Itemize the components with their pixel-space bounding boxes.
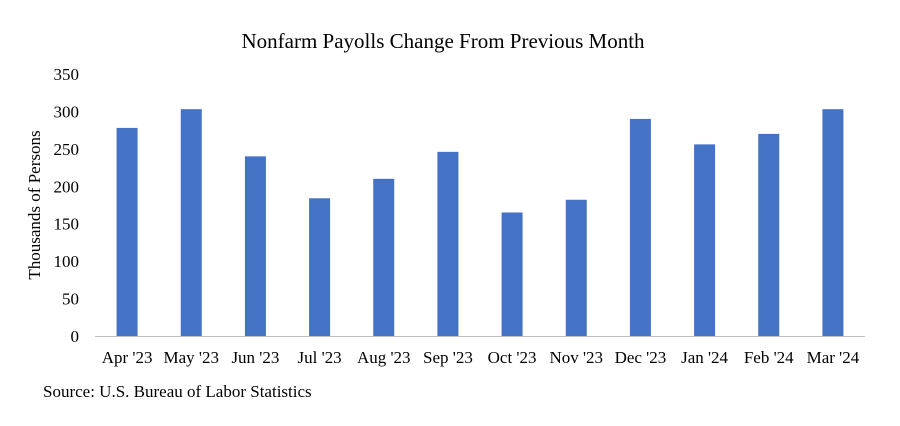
bar [309,198,331,336]
y-tick-label: 0 [71,327,80,346]
y-axis-ticks: 0 50 100 150 200 250 300 350 [54,65,80,346]
x-tick-label: Oct '23 [488,348,537,367]
x-tick-label: May '23 [164,348,219,367]
x-tick-label: Dec '23 [615,348,667,367]
bars-group [116,109,844,337]
bar [565,199,587,336]
y-tick-label: 200 [54,177,80,196]
x-tick-label: Jan '24 [681,348,728,367]
y-axis-title: Thousands of Persons [25,130,44,279]
y-tick-label: 250 [54,140,80,159]
x-tick-label: Mar '24 [807,348,860,367]
x-tick-label: Jun '23 [231,348,279,367]
x-tick-label: Sep '23 [423,348,473,367]
bar [180,109,202,336]
bar [694,144,716,336]
x-axis-ticks: Apr '23 May '23 Jun '23 Jul '23 Aug '23 Sep '… [102,348,860,367]
bar [822,109,844,336]
x-tick-label: Aug '23 [357,348,411,367]
bar [373,178,395,336]
x-tick-label: Feb '24 [744,348,794,367]
y-tick-label: 150 [54,215,80,234]
y-tick-label: 50 [62,290,79,309]
bar [116,127,138,336]
bar [758,133,780,336]
y-tick-label: 350 [54,65,80,84]
chart-title: Nonfarm Payolls Change From Previous Mon… [241,29,645,53]
y-tick-label: 100 [54,252,80,271]
bar [629,118,651,337]
bar [244,156,266,336]
x-tick-label: Apr '23 [102,348,153,367]
x-tick-label: Jul '23 [298,348,342,367]
y-tick-label: 300 [54,102,80,121]
source-note: Source: U.S. Bureau of Labor Statistics [43,382,312,401]
bar [437,151,459,336]
x-tick-label: Nov '23 [549,348,603,367]
bar [501,212,523,336]
